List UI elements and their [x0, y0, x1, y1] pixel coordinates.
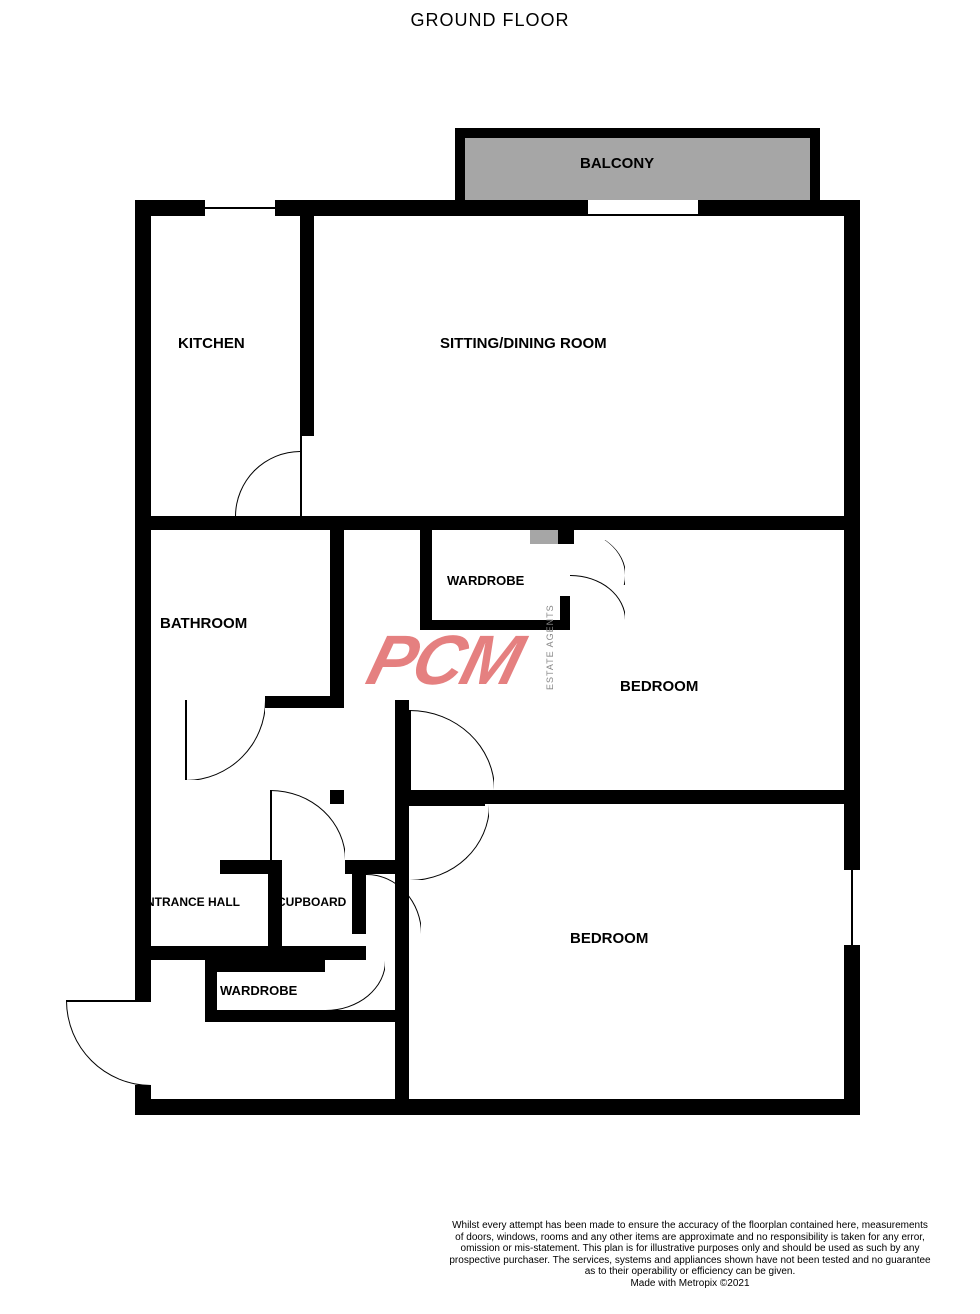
wall-cupboard-right — [352, 874, 366, 934]
wall-wardrobe2-bottom — [205, 1010, 409, 1022]
door-kitchen — [235, 436, 300, 516]
window-bedroom2-line — [851, 870, 853, 945]
wall-cupboard-left — [268, 860, 282, 960]
door-bathroom — [185, 700, 265, 780]
door-wardrobe1b — [570, 575, 625, 620]
door-wardrobe2 — [325, 960, 385, 1010]
outer-wall-right — [844, 200, 860, 1115]
wall-hall-right-upper — [395, 700, 409, 804]
page-title: GROUND FLOOR — [0, 10, 980, 31]
wall-wardrobe1-bottom — [420, 620, 570, 630]
wall-bathroom-right — [330, 530, 344, 700]
wall-hall-right-lower — [395, 804, 409, 834]
wardrobe2-label: WARDROBE — [220, 983, 297, 998]
watermark-sub: ESTATE AGENTS — [545, 604, 555, 690]
disclaimer: Whilst every attempt has been made to en… — [435, 1220, 945, 1289]
disclaimer-line-5: Made with Metropix ©2021 — [630, 1278, 749, 1289]
door-entrance-leaf — [66, 1000, 151, 1002]
entrance-label: ENTRANCE HALL — [138, 895, 240, 909]
bedroom1-label: BEDROOM — [620, 678, 698, 695]
bedroom2-label: BEDROOM — [570, 930, 648, 947]
wall-cupboard-bottom — [151, 946, 366, 960]
wall-bed-divider — [395, 790, 860, 804]
disclaimer-line-1: of doors, windows, rooms and any other i… — [455, 1232, 925, 1243]
door-hall-a — [270, 790, 345, 860]
balcony-wall-left — [455, 128, 465, 200]
wall-wardrobe2-top — [205, 960, 325, 972]
disclaimer-line-2: omission or mis-statement. This plan is … — [461, 1243, 920, 1254]
wall-wardrobe1-right — [560, 596, 570, 630]
disclaimer-line-0: Whilst every attempt has been made to en… — [452, 1220, 928, 1231]
balcony-wall-top — [455, 128, 820, 138]
outer-wall-left — [135, 200, 151, 1115]
window-balcony-line — [588, 214, 698, 216]
wall-mid-horizontal — [135, 516, 860, 530]
door-bedroom2-leaf — [409, 804, 485, 806]
door-hall-a-leaf — [270, 790, 272, 860]
wall-bathroom-bottom — [265, 696, 344, 708]
wall-wardrobe1-left — [420, 530, 432, 630]
wall-kitchen-right — [300, 216, 314, 436]
wardrobe1-gray — [530, 530, 558, 544]
door-bedroom1-leaf — [409, 710, 411, 790]
disclaimer-line-3: prospective purchaser. The services, sys… — [449, 1255, 930, 1266]
door-entrance — [66, 1000, 151, 1085]
watermark-logo: PCM — [359, 620, 530, 700]
door-cupboard — [366, 874, 421, 934]
door-bedroom2 — [409, 804, 489, 880]
wall-hall-top — [220, 860, 270, 874]
kitchen-label: KITCHEN — [178, 335, 245, 352]
cupboard-label: CUPBOARD — [277, 895, 346, 909]
bathroom-label: BATHROOM — [160, 615, 247, 632]
sitting-label: SITTING/DINING ROOM — [440, 335, 607, 352]
outer-wall-bottom — [135, 1099, 860, 1115]
door-bedroom1 — [409, 710, 494, 790]
wardrobe1-label: WARDROBE — [447, 573, 524, 588]
door-kitchen-leaf — [300, 436, 302, 516]
window-kitchen-line — [205, 207, 275, 209]
balcony-label: BALCONY — [580, 155, 654, 172]
disclaimer-line-4: as to their operability or efficiency ca… — [585, 1266, 796, 1277]
door-bathroom-leaf — [185, 700, 187, 780]
balcony-wall-right — [810, 128, 820, 200]
